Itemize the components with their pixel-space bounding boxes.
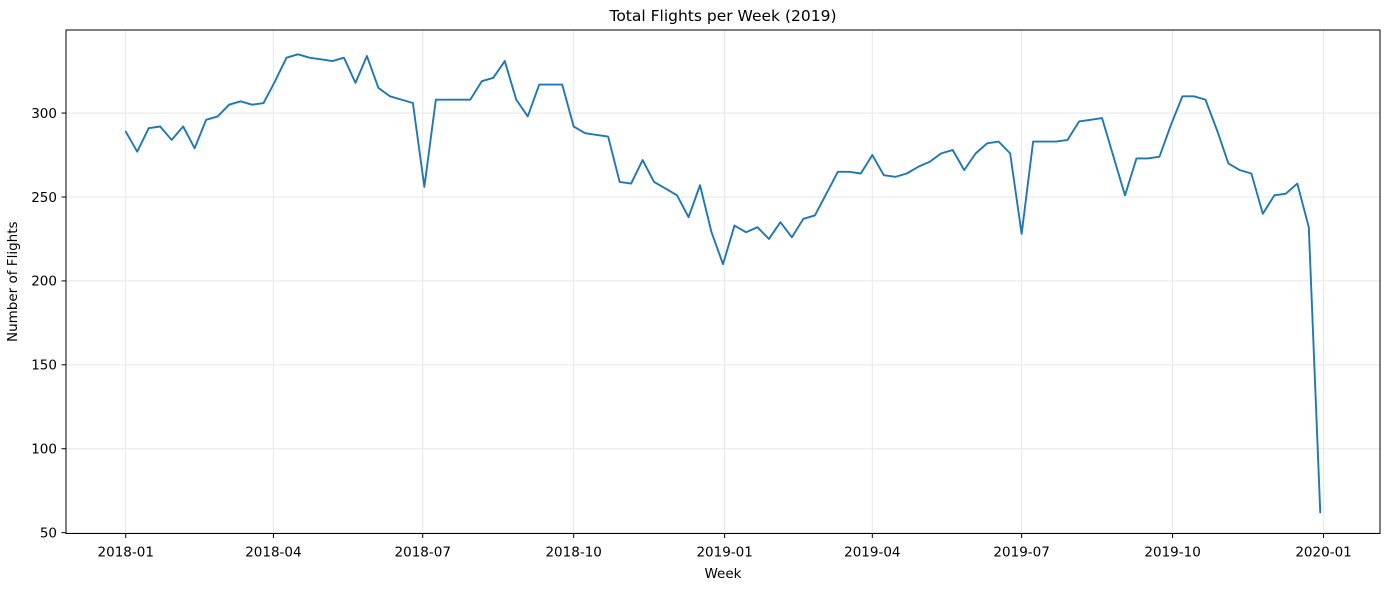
y-tick-label: 100 [31, 442, 57, 458]
x-axis-label: Week [705, 566, 742, 582]
axis-tick-labels: 2018-01 2018-04 2018-07 2018-10 2019-01 2019-… [31, 106, 1352, 561]
grid-lines [66, 30, 1380, 534]
x-tick-label: 2019-10 [1144, 545, 1200, 561]
x-tick-label: 2018-04 [245, 545, 301, 561]
y-tick-label: 300 [31, 106, 57, 122]
y-axis-label: Number of Flights [5, 221, 21, 342]
x-tick-label: 2019-01 [696, 545, 752, 561]
x-tick-label: 2020-01 [1295, 545, 1351, 561]
y-tick-label: 250 [31, 190, 57, 206]
axis-ticks [61, 112, 1325, 538]
x-tick-label: 2019-04 [844, 545, 900, 561]
chart-title: Total Flights per Week (2019) [608, 7, 836, 25]
x-tick-label: 2018-07 [395, 545, 451, 561]
plot-border [65, 29, 1381, 534]
y-tick-label: 50 [40, 525, 57, 541]
y-tick-label: 150 [31, 358, 57, 374]
x-tick-label: 2018-10 [545, 545, 601, 561]
x-tick-label: 2018-01 [98, 545, 154, 561]
y-tick-label: 200 [31, 274, 57, 290]
flights-series-line [124, 53, 1322, 514]
x-tick-label: 2019-07 [993, 545, 1049, 561]
